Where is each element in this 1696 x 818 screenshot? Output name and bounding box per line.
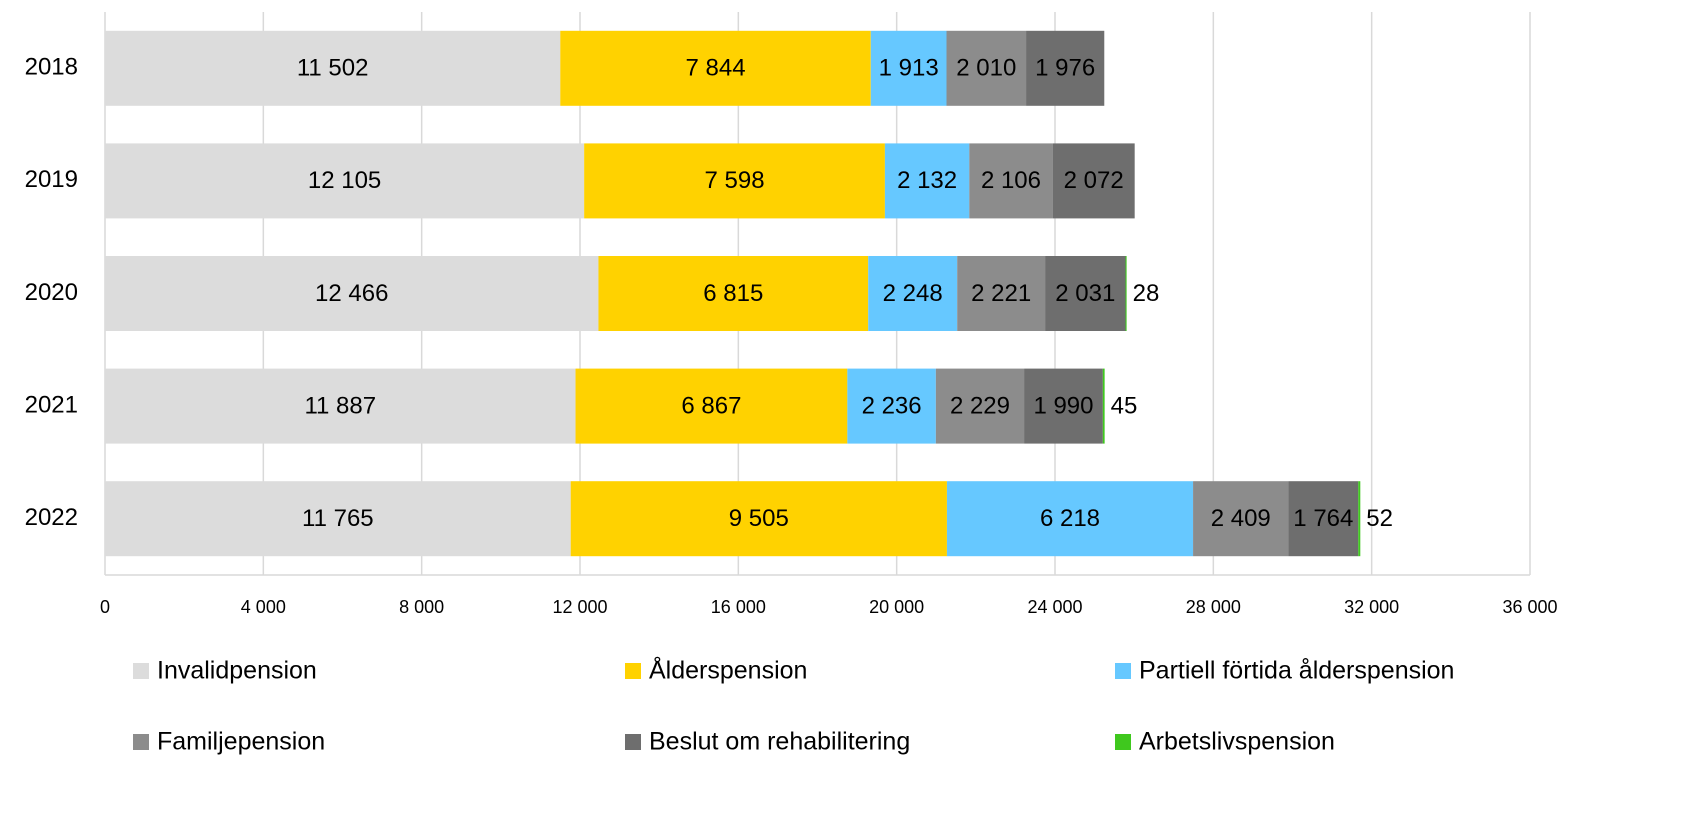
bar-segment — [935, 368, 1025, 444]
bar-segment — [1045, 256, 1126, 331]
value-label: 1 764 — [1293, 505, 1353, 532]
bar-segment — [884, 143, 970, 219]
bar-segment — [105, 256, 599, 331]
bar-segment — [570, 481, 947, 557]
x-tick-label: 36 000 — [1502, 597, 1557, 617]
value-label: 2 221 — [971, 280, 1031, 307]
bar-segment — [868, 256, 958, 331]
bar-segment — [1125, 256, 1127, 331]
x-tick-label: 32 000 — [1344, 597, 1399, 617]
value-label: 12 466 — [315, 280, 388, 307]
x-tick-label: 16 000 — [711, 597, 766, 617]
bar-segment — [969, 143, 1053, 219]
value-label: 2 010 — [956, 55, 1016, 82]
y-tick-label: 2022 — [25, 504, 78, 531]
bar-segment — [946, 481, 1194, 557]
bar-segment — [105, 143, 585, 219]
value-label: 45 — [1111, 392, 1138, 419]
value-label: 9 505 — [729, 505, 789, 532]
bar-segment — [847, 368, 936, 444]
legend-label: Arbetslivspension — [1139, 728, 1335, 756]
value-label: 28 — [1133, 280, 1160, 307]
y-tick-label: 2021 — [25, 391, 78, 418]
value-label: 1 913 — [879, 55, 939, 82]
x-tick-label: 24 000 — [1027, 597, 1082, 617]
x-tick-label: 0 — [100, 597, 110, 617]
value-label: 52 — [1366, 505, 1393, 532]
legend-label: Partiell förtida ålderspension — [1139, 657, 1454, 685]
bar-segment — [1052, 143, 1135, 219]
value-label: 2 106 — [981, 167, 1041, 194]
value-label: 6 815 — [703, 280, 763, 307]
bar-segment — [1358, 481, 1361, 557]
legend-label: Ålderspension — [649, 655, 807, 685]
bar-segment — [598, 256, 869, 331]
value-label: 11 502 — [297, 55, 369, 82]
bar-segment — [575, 368, 848, 444]
bar-segment — [1024, 368, 1103, 444]
value-label: 11 887 — [304, 392, 376, 419]
bar-segment — [584, 143, 885, 219]
x-tick-label: 12 000 — [552, 597, 607, 617]
value-label: 7 844 — [686, 55, 746, 82]
legend-swatch — [1115, 734, 1131, 750]
y-tick-label: 2019 — [25, 166, 78, 193]
value-label: 1 976 — [1035, 55, 1095, 82]
value-label: 6 867 — [681, 392, 741, 419]
value-label: 11 765 — [302, 505, 374, 532]
y-tick-label: 2020 — [25, 279, 78, 306]
value-label: 2 229 — [950, 392, 1010, 419]
x-tick-label: 8 000 — [399, 597, 444, 617]
x-tick-label: 20 000 — [869, 597, 924, 617]
legend-swatch — [625, 663, 641, 679]
value-label: 2 072 — [1064, 167, 1124, 194]
bar-segment — [105, 368, 576, 444]
bar-segment — [1193, 481, 1289, 557]
value-label: 2 248 — [883, 280, 943, 307]
y-tick-label: 2018 — [25, 54, 78, 81]
value-label: 7 598 — [705, 167, 765, 194]
bar-segment — [1102, 368, 1105, 444]
value-label: 6 218 — [1040, 505, 1100, 532]
bar-segment — [957, 256, 1046, 331]
value-label: 12 105 — [308, 167, 381, 194]
legend-swatch — [133, 734, 149, 750]
value-label: 2 031 — [1055, 280, 1115, 307]
x-tick-label: 4 000 — [241, 597, 286, 617]
value-label: 2 132 — [897, 167, 957, 194]
value-label: 2 409 — [1211, 505, 1271, 532]
bar-segment — [946, 30, 1027, 106]
bar-segment — [1288, 481, 1359, 557]
value-label: 1 990 — [1033, 392, 1093, 419]
bar-segment — [560, 30, 871, 106]
bar-segment — [105, 481, 571, 557]
value-label: 2 236 — [862, 392, 922, 419]
x-tick-label: 28 000 — [1186, 597, 1241, 617]
bar-segment — [870, 30, 947, 106]
legend-swatch — [625, 734, 641, 750]
legend-swatch — [1115, 663, 1131, 679]
legend-label: Familjepension — [157, 728, 325, 756]
legend-label: Beslut om rehabilitering — [649, 728, 910, 756]
legend-swatch — [133, 663, 149, 679]
bar-segment — [1026, 30, 1105, 106]
legend-label: Invalidpension — [157, 657, 317, 685]
bar-segment — [105, 30, 561, 106]
